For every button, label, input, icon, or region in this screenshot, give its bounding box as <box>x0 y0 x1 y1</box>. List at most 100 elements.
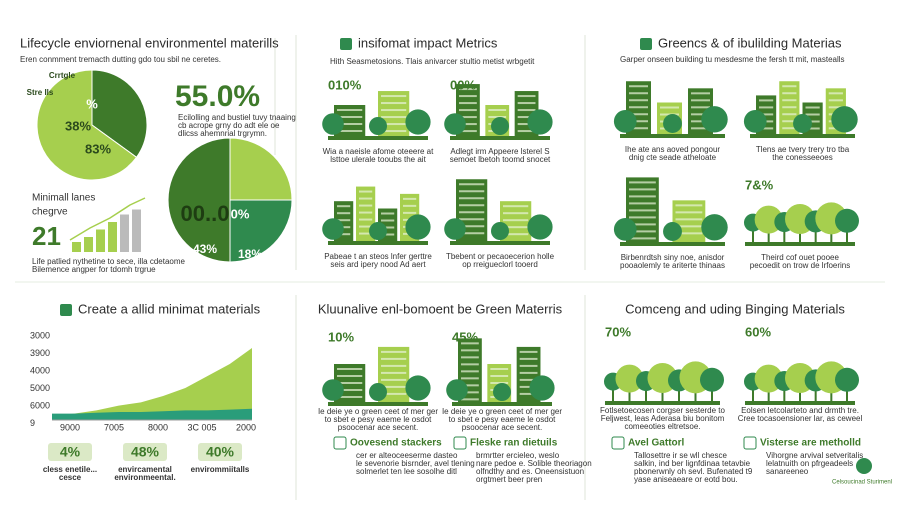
tree <box>793 114 812 133</box>
label: solmerlet ten lee sosolhe ditl <box>356 467 457 476</box>
window <box>519 378 538 381</box>
window <box>691 120 710 123</box>
label: Ie deie ye o green ceet of mer ger <box>442 407 562 416</box>
bar <box>120 214 129 252</box>
window <box>381 233 395 236</box>
pie-label: 38% <box>65 118 91 133</box>
logo-icon <box>856 458 872 474</box>
label: environmeental. <box>114 473 175 482</box>
illustration <box>743 81 858 138</box>
window <box>660 106 679 109</box>
window <box>381 95 407 98</box>
stat-value: 48% <box>131 444 160 460</box>
label: yase aniseaeare or eotd bou. <box>634 475 738 484</box>
trunk <box>752 385 754 401</box>
trunk <box>767 226 770 242</box>
tree <box>613 110 637 133</box>
label: Hith Seasmetosions. Tlais anivarcer stul… <box>330 57 535 66</box>
label: to sbet e pesy eaeme le osdot <box>449 415 557 424</box>
illustration <box>744 361 859 405</box>
window <box>629 188 656 191</box>
window <box>381 392 407 395</box>
trunk <box>846 226 848 242</box>
panel-title: Create a allid minimat materials <box>78 301 261 316</box>
label: Eolsen letcolarteto and drmth tre. <box>741 406 859 415</box>
label: Ihe ate ans aoved pongour <box>625 145 721 154</box>
window <box>805 106 820 109</box>
tree <box>369 383 387 401</box>
label: seis ard ipery nood Ad aert <box>330 260 426 269</box>
trunk <box>752 226 754 242</box>
trunk <box>814 226 817 242</box>
window <box>519 392 538 395</box>
tree <box>529 375 555 401</box>
window <box>488 109 507 111</box>
icon <box>60 304 72 316</box>
window <box>782 120 797 123</box>
window <box>759 99 774 102</box>
trunk <box>612 385 614 401</box>
y-tick-label: 5000 <box>30 383 50 393</box>
window <box>517 95 536 98</box>
panel-title: insifomat impact Metrics <box>358 35 498 50</box>
tree <box>613 218 637 241</box>
window <box>337 382 363 384</box>
trunk <box>783 385 786 401</box>
window <box>461 349 479 352</box>
window <box>629 237 656 240</box>
tree <box>700 367 724 392</box>
window <box>381 102 407 105</box>
window <box>381 357 407 360</box>
window <box>629 99 648 102</box>
tree <box>444 113 466 135</box>
item-icon <box>743 436 757 450</box>
label: to sbet e pesy eaeme le osdot <box>325 415 433 424</box>
big-number: 21 <box>32 221 61 251</box>
tree <box>405 109 431 135</box>
label: Tlens ae tvery trery tro tba <box>756 145 850 154</box>
ground <box>328 241 428 245</box>
window <box>459 225 485 228</box>
pie-label: % <box>86 96 98 111</box>
window <box>459 232 485 235</box>
window <box>759 127 774 130</box>
window <box>503 205 529 208</box>
label: Cree tocasoensioner lar, as ceweel <box>738 414 863 423</box>
label: Fotlsetoecosen corgser sesterde to <box>600 406 726 415</box>
stat-box <box>48 443 92 461</box>
window <box>519 350 538 353</box>
stat-value: 4% <box>60 444 81 460</box>
window <box>359 204 373 207</box>
window <box>629 120 648 123</box>
trunk <box>678 385 680 401</box>
window <box>403 197 417 200</box>
window <box>381 123 407 126</box>
item-title: Visterse are metholld <box>760 438 861 449</box>
tree <box>322 218 344 240</box>
window <box>461 356 479 359</box>
window <box>337 109 363 111</box>
window <box>381 378 407 381</box>
ground <box>620 134 725 138</box>
label: Tbebent or pecaoecerion holle <box>446 252 555 261</box>
illustration <box>322 186 431 245</box>
window <box>337 123 363 125</box>
bar <box>132 209 141 252</box>
window <box>517 130 536 133</box>
window <box>381 364 407 367</box>
window <box>805 120 820 123</box>
tree <box>835 367 859 392</box>
window <box>805 113 820 116</box>
window <box>490 375 509 377</box>
window <box>359 218 373 221</box>
tree <box>831 106 858 133</box>
label: Theird cof ouet pooee <box>761 253 839 262</box>
ground <box>745 401 855 405</box>
tree <box>322 113 344 135</box>
badge: 7&% <box>745 177 774 192</box>
label: le sevenorie bisrnder, avel tlening <box>356 459 475 468</box>
window <box>381 212 395 215</box>
badge: 70% <box>605 324 631 339</box>
window <box>403 211 417 214</box>
window <box>517 123 536 126</box>
